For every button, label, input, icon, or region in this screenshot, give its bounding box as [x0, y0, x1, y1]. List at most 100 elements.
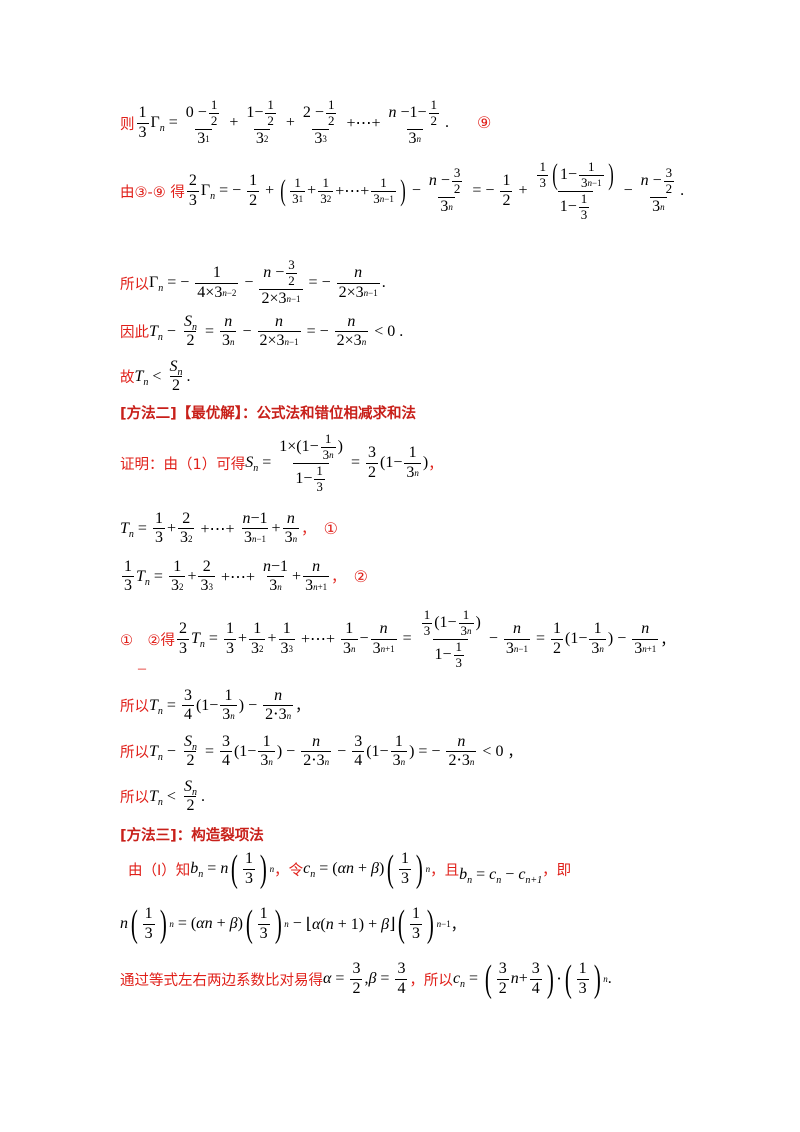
fraction: n 3 n+1	[370, 620, 397, 657]
method3-so: ，所以	[409, 972, 453, 989]
period: .	[381, 274, 386, 292]
fraction: n 2×3 n	[334, 313, 369, 350]
circled-two: ②	[353, 568, 368, 586]
fraction: n 2⋅3 n	[446, 733, 477, 770]
period: .	[607, 970, 612, 987]
fraction: n 2×3 n−1	[257, 313, 301, 350]
comma: ，	[331, 570, 346, 587]
fraction: Sn 2	[169, 358, 183, 395]
fraction: n 3 n+1	[303, 558, 330, 595]
comma: ，	[660, 632, 675, 649]
fraction: n −1− 1 2 3 n	[388, 97, 440, 147]
fraction: n −3 2 3 n	[640, 165, 675, 216]
period: .	[186, 367, 191, 385]
prefix-ze: 则	[120, 116, 135, 133]
fraction: n 3 n−1	[503, 620, 530, 657]
mark-one-two: ① ②得	[120, 632, 175, 649]
prefix-suoyi: 所以	[120, 745, 149, 762]
prefix-suoyi: 所以	[120, 276, 149, 293]
fraction: 1 3(1− 1 3 n−1) 1− 1 3	[537, 158, 614, 222]
fraction: Sn 2	[183, 778, 197, 815]
fraction: n 2⋅3 n	[263, 687, 294, 724]
period: .	[399, 322, 404, 340]
method3-let: ，令	[274, 862, 304, 879]
period: .	[445, 114, 450, 132]
fraction: n 2×3 n−1	[336, 264, 380, 301]
method3-heading: [方法三]：构造裂项法	[120, 828, 264, 844]
method3-intro: 由（Ⅰ）知	[128, 862, 191, 879]
fraction: 0 −1 2 3 1	[185, 97, 220, 147]
fraction: n 3 n+1	[632, 620, 659, 657]
comma: ，	[450, 917, 466, 934]
fraction: 1×(1− 1 3 n) 1− 1 3	[279, 431, 343, 494]
method2-heading: [方法二]【最优解】：公式法和错位相减求和法	[120, 406, 417, 422]
fraction: 1 3 (1− 1 3 n) 1− 1 3	[421, 607, 481, 670]
period: .	[200, 787, 205, 805]
method3-ie: ，即	[542, 862, 572, 879]
fraction: n 2⋅3 n	[301, 733, 332, 770]
fraction: Sn 2	[183, 313, 197, 350]
equation-line-5: 故 Tn < Sn 2 .	[120, 358, 191, 395]
fraction: 1− 1 2 3 2	[246, 97, 276, 147]
fraction: 2 −1 2 3 3	[302, 97, 337, 147]
method3-and: ，且	[430, 862, 460, 879]
fraction: 1 3 n−1	[371, 174, 396, 206]
circled-nine: ⑨	[477, 115, 492, 133]
period: .	[680, 182, 685, 200]
comma: ，	[295, 699, 310, 716]
dash-mark: –	[138, 660, 146, 677]
fraction: n −3 2 3 n	[428, 165, 463, 216]
prefix-yinci: 因此	[120, 325, 149, 342]
fraction: n −1 3 n−1	[241, 510, 269, 547]
fraction: Sn 2	[183, 733, 197, 770]
fraction: n −1 3 n	[263, 558, 289, 595]
fraction: 1 4×3 n−2	[195, 264, 239, 301]
equation-line-13: 由（Ⅰ）知 bn = n (1 3) n ，令 cn = (αn + β) (1 3) n ，…	[128, 848, 572, 890]
method2-intro: 证明：由（1）可得	[120, 456, 246, 473]
method3-compare: 通过等式左右两边系数比对易得	[120, 972, 323, 989]
equation-line-3: 所以 Γn = − 1 4×3 n−2 − n −3 2 2×3 n−1 = − n 2×3 n…	[120, 257, 386, 307]
comma: ，	[301, 522, 316, 539]
